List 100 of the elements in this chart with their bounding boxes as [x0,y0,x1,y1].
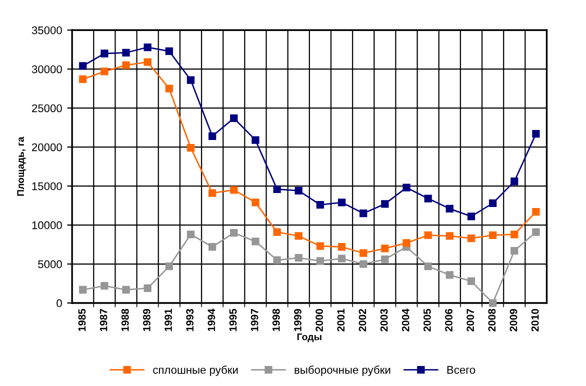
x-tick-label: 2006 [445,308,452,332]
point [467,234,476,242]
y-tick-label: 0 [56,299,62,308]
point [381,244,389,252]
point [467,212,476,220]
legend-label: выборочные рубки [294,366,390,376]
x-tick-label: 1995 [229,308,237,332]
y-tick-label: 20000 [32,143,62,152]
y-tick-label: 25000 [32,104,62,112]
x-tick-label: 2009 [510,308,518,332]
point [467,277,476,285]
point [488,231,497,239]
point [79,75,87,84]
point [273,256,281,264]
x-tick-label: 1993 [186,308,194,332]
point [144,43,152,52]
point [79,62,87,70]
x-tick-label: 2004 [402,308,410,332]
point [424,194,432,202]
point [230,114,238,122]
point [122,286,130,294]
x-tick-label: 1989 [143,308,150,332]
x-tick-label: 1987 [100,309,108,332]
point [338,243,346,251]
point [252,238,260,246]
point [446,204,454,212]
point [338,254,346,262]
point [79,286,87,294]
x-tick-label: 1998 [272,308,280,332]
point [294,254,302,262]
point [230,229,238,237]
point [165,84,173,92]
x-tick-label: 2010 [531,308,539,332]
y-tick-label: 5000 [38,260,62,268]
x-tick-label: 1991 [164,308,172,332]
point [488,299,497,307]
point [316,242,324,250]
point [186,230,195,238]
point [122,48,130,57]
x-tick-label: 1997 [250,309,258,332]
point [488,199,497,208]
x-tick-label: 2007 [466,309,474,332]
point [122,61,130,70]
y-axis-title: Площадь, га [17,136,26,196]
y-tick-label: 35000 [32,26,62,34]
y-tick-label: 10000 [32,221,62,230]
point [381,256,389,264]
point [273,228,281,236]
point [100,68,108,76]
point [165,262,173,270]
point [100,282,108,290]
x-tick-label: 2000 [316,308,323,332]
point [424,231,432,239]
point [510,246,518,255]
point [294,186,302,195]
y-tick-label: 30000 [32,65,62,74]
point [360,260,368,268]
point [510,178,518,186]
point [252,136,260,144]
point [424,262,432,270]
point [144,58,152,66]
legend-label: Всего [447,366,476,374]
x-tick-label: 2008 [488,308,496,332]
point [208,132,216,140]
x-tick-label: 1988 [121,308,129,332]
point [402,184,410,192]
point [316,257,324,265]
x-tick-label: 1985 [78,308,86,332]
y-tick-label: 15000 [32,182,62,190]
point [338,198,346,206]
point [100,50,108,58]
point [165,47,173,55]
point [446,232,454,240]
point [230,186,238,194]
point [186,76,195,84]
x-tick-label: 2003 [380,308,388,332]
point [316,200,324,209]
point [532,228,540,236]
point [510,230,518,238]
x-tick-label: 2001 [337,308,345,332]
point [360,249,368,257]
point [273,185,281,193]
point [252,198,260,206]
point [381,200,389,208]
point [186,144,195,152]
point [532,208,540,216]
point [446,271,454,279]
x-axis-title: Годы [297,333,322,342]
x-tick-label: 1994 [208,308,216,332]
point [208,243,216,251]
point [294,232,302,240]
point [360,210,368,218]
point [208,189,216,197]
point [402,239,410,247]
point [532,130,540,138]
x-tick-label: 1999 [294,308,302,332]
x-tick-label: 2002 [358,308,366,332]
x-tick-label: 2005 [423,308,431,332]
point [144,284,152,292]
legend-label: сплошные рубки [153,366,238,376]
